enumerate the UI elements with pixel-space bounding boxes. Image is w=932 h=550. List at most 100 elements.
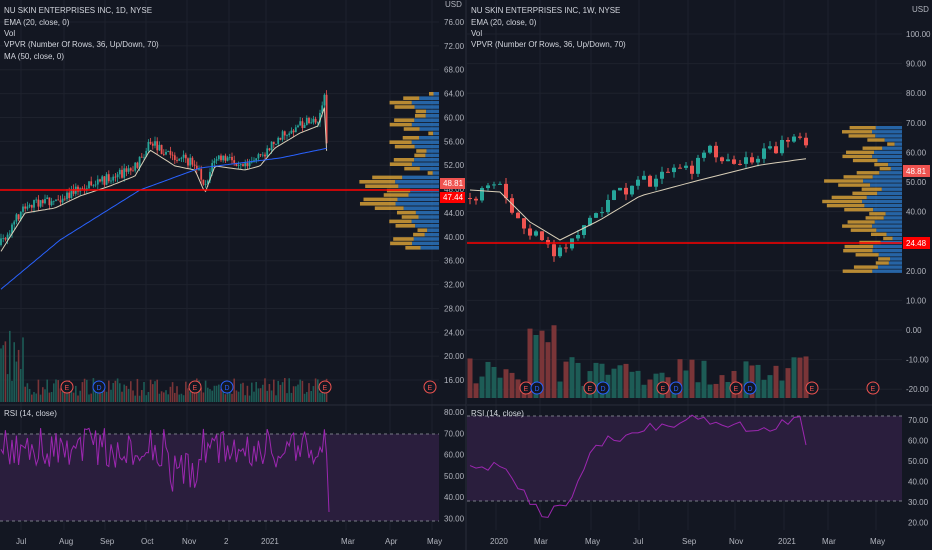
left-indicator-ma[interactable]: MA (50, close, 0) bbox=[4, 52, 64, 61]
right-time-axis[interactable]: 2020 Mar May Jul Sep Nov 2021 Mar May bbox=[490, 537, 885, 546]
right-price-tick: -20.00 bbox=[906, 385, 929, 394]
left-vpvr-up bbox=[359, 180, 396, 184]
left-volume-bar bbox=[222, 389, 224, 402]
left-vpvr-down bbox=[433, 92, 439, 96]
left-chart-pane[interactable]: E D E D E E NU SKIN ENTERPRISES INC, 1D, NYSE… bbox=[0, 0, 466, 546]
left-time-axis[interactable]: Jul Aug Sep Oct Nov 2 2021 Mar Apr May bbox=[16, 537, 442, 546]
left-candle bbox=[15, 214, 18, 222]
right-earnings-letter: E bbox=[524, 386, 529, 393]
left-volume-bar bbox=[6, 374, 9, 402]
left-volume-bar bbox=[171, 382, 174, 402]
left-vpvr-down bbox=[415, 224, 439, 228]
right-volume-bar bbox=[617, 365, 623, 398]
left-vpvr-down bbox=[432, 171, 439, 175]
left-earnings-marker[interactable] bbox=[318, 380, 332, 394]
right-rsi-line bbox=[469, 414, 807, 518]
right-price-axis[interactable]: 100.0090.0080.0070.0060.0050.0040.0030.0… bbox=[906, 30, 931, 394]
right-volume-bar bbox=[683, 370, 689, 398]
right-earnings-marker[interactable] bbox=[656, 381, 670, 395]
right-vpvr-down bbox=[883, 216, 902, 220]
right-indicator-ema[interactable]: EMA (20, close, 0) bbox=[471, 18, 537, 27]
left-candle bbox=[37, 199, 40, 207]
left-volume-bar bbox=[145, 395, 147, 402]
left-indicator-vol[interactable]: Vol bbox=[4, 29, 15, 38]
right-vpvr-down bbox=[864, 203, 902, 208]
left-dividend-marker[interactable] bbox=[92, 380, 106, 394]
left-rsi-title[interactable]: RSI (14, close) bbox=[4, 409, 57, 418]
left-indicator-vpvr[interactable]: VPVR (Number Of Rows, 36, Up/Down, 70) bbox=[4, 40, 159, 49]
right-rsi-title[interactable]: RSI (14, close) bbox=[471, 409, 524, 418]
right-candle bbox=[492, 184, 496, 186]
left-vpvr-down bbox=[419, 96, 439, 100]
left-candle bbox=[209, 171, 211, 181]
right-vpvr-up bbox=[870, 232, 887, 236]
left-candle bbox=[110, 180, 112, 182]
left-time-tick: Aug bbox=[59, 537, 73, 546]
left-candle bbox=[237, 165, 240, 166]
left-line-price-badge bbox=[440, 192, 465, 203]
right-earnings-marker[interactable] bbox=[866, 381, 880, 395]
left-volume-bar bbox=[77, 395, 79, 402]
left-vpvr-up bbox=[389, 100, 412, 105]
left-earnings-marker[interactable] bbox=[60, 380, 74, 394]
left-candle bbox=[325, 94, 328, 144]
right-dividend-marker[interactable] bbox=[669, 381, 683, 395]
right-candle bbox=[726, 159, 730, 162]
left-candle bbox=[233, 160, 236, 163]
right-vpvr-down bbox=[888, 261, 902, 265]
left-rsi-axis[interactable]: 80.00 70.00 60.00 50.00 40.00 30.00 bbox=[444, 408, 465, 524]
right-dividend-marker[interactable] bbox=[743, 381, 757, 395]
left-candle bbox=[134, 162, 137, 171]
left-candle bbox=[88, 181, 90, 189]
left-price-tick: 56.00 bbox=[444, 137, 465, 146]
left-last-price-badge bbox=[440, 178, 465, 189]
left-volume-bar bbox=[17, 349, 20, 402]
right-earnings-marker[interactable] bbox=[805, 381, 819, 395]
right-price-tick: 50.00 bbox=[906, 178, 927, 187]
right-volume-bar bbox=[701, 360, 707, 398]
left-price-tick: 32.00 bbox=[444, 281, 465, 290]
left-candle bbox=[138, 156, 141, 168]
right-dividend-marker[interactable] bbox=[596, 381, 610, 395]
left-rsi-line bbox=[0, 427, 330, 513]
left-candle bbox=[59, 200, 62, 203]
left-earnings-marker[interactable] bbox=[188, 380, 202, 394]
left-price-axis[interactable]: 76.00 72.00 68.00 64.00 60.00 56.00 52.00 48.00… bbox=[444, 18, 465, 385]
right-dividend-letter: D bbox=[601, 386, 606, 393]
left-candle bbox=[165, 151, 167, 155]
left-volume-bar bbox=[147, 391, 150, 402]
left-vpvr-up bbox=[374, 206, 404, 210]
right-earnings-marker[interactable] bbox=[583, 381, 597, 395]
right-volume-bar bbox=[491, 366, 497, 398]
left-candle bbox=[2, 238, 5, 239]
left-volume-bar bbox=[158, 393, 161, 402]
right-rsi-axis[interactable]: 70.00 60.00 50.00 40.00 30.00 20.00 bbox=[908, 416, 929, 528]
left-volume-bar bbox=[110, 389, 112, 402]
right-time-tick: Sep bbox=[682, 537, 697, 546]
right-volume-bar bbox=[593, 362, 599, 398]
right-indicator-vol[interactable]: Vol bbox=[471, 29, 482, 38]
left-earnings-marker[interactable] bbox=[423, 380, 437, 394]
left-candle bbox=[202, 179, 205, 185]
right-vpvr-down bbox=[877, 158, 902, 163]
left-indicator-ema[interactable]: EMA (20, close, 0) bbox=[4, 18, 70, 27]
left-dividend-marker[interactable] bbox=[220, 380, 234, 394]
left-volume-bar bbox=[235, 390, 238, 402]
right-vpvr-up bbox=[844, 208, 874, 212]
right-earnings-marker[interactable] bbox=[729, 381, 743, 395]
left-volume-bar bbox=[251, 382, 253, 402]
left-candle bbox=[66, 192, 68, 200]
right-vpvr-down bbox=[878, 253, 902, 257]
left-price-tick: 52.00 bbox=[444, 161, 465, 170]
right-volume-bar bbox=[473, 383, 479, 398]
left-vpvr-down bbox=[411, 100, 439, 105]
left-vpvr-up bbox=[389, 219, 412, 224]
right-indicator-vpvr[interactable]: VPVR (Number Of Rows, 36, Up/Down, 70) bbox=[471, 40, 626, 49]
right-vpvr-down bbox=[872, 154, 902, 159]
left-candle bbox=[305, 117, 308, 125]
right-vpvr-up bbox=[850, 228, 877, 232]
left-volume-bar bbox=[288, 378, 290, 402]
right-dividend-marker[interactable] bbox=[530, 381, 544, 395]
